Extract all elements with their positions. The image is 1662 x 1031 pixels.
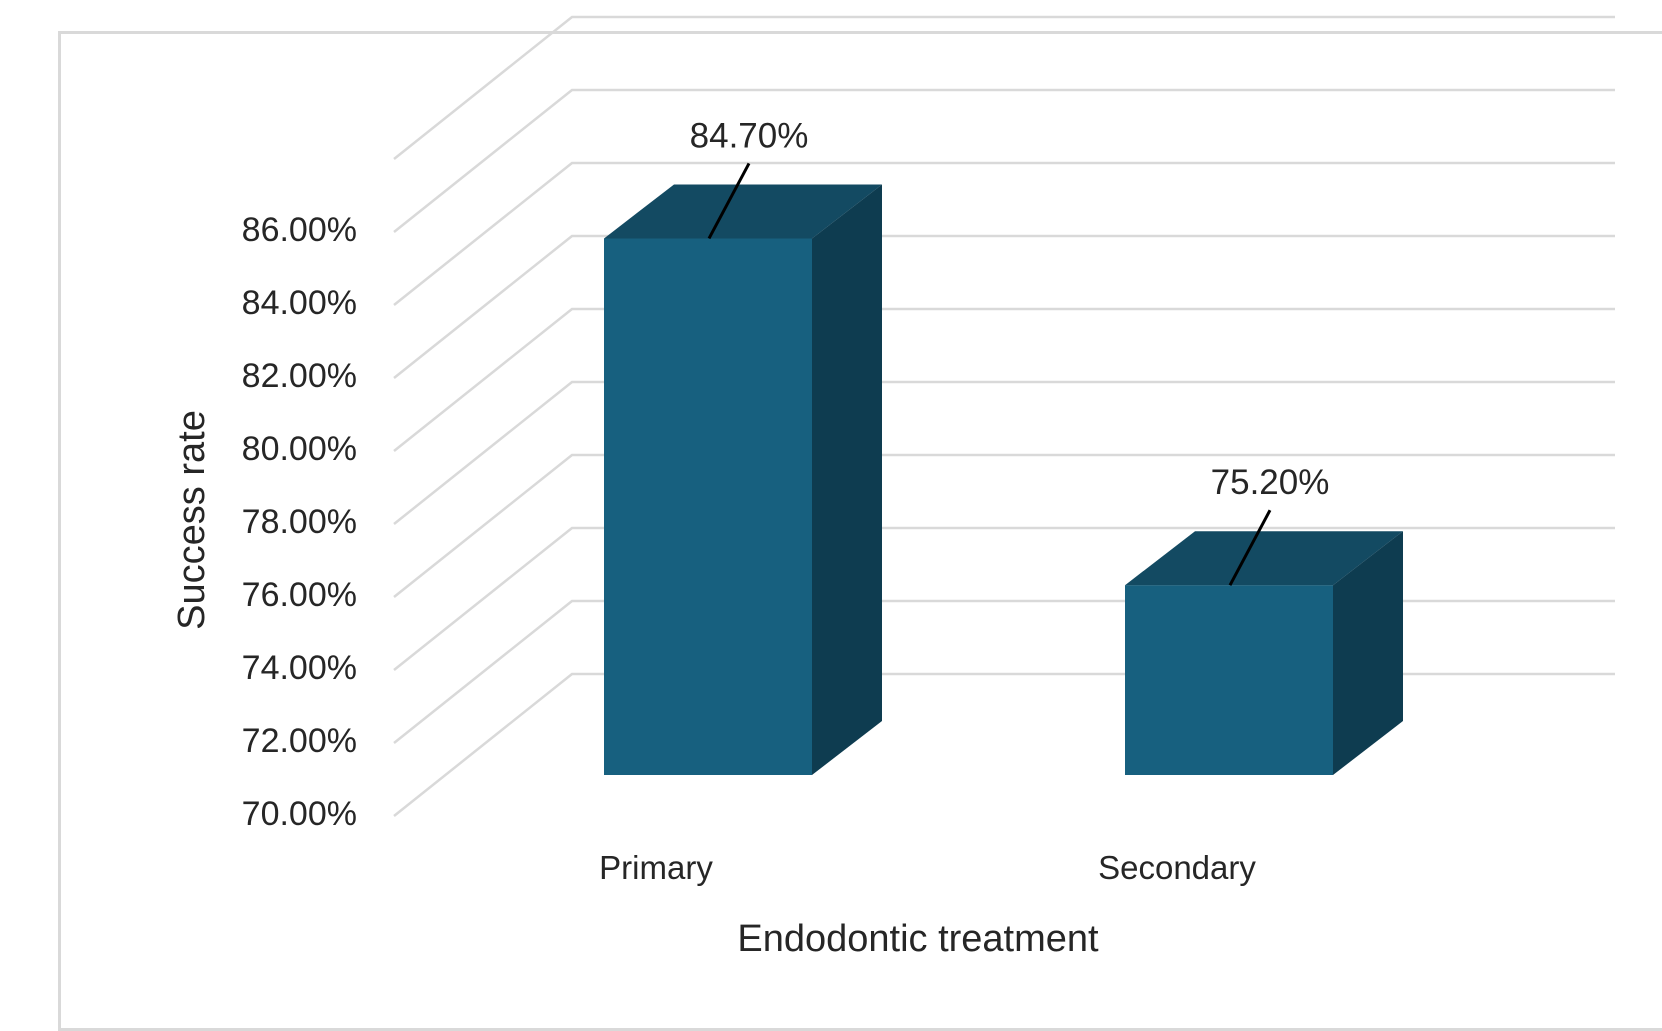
gridline [393,599,1615,744]
x-category-label: Secondary [1098,849,1256,886]
y-axis-ticks: 70.00% 72.00% 74.00% 76.00% 78.00% 80.00% 82.0… [242,211,357,833]
gridline [393,161,1615,306]
bar-primary [604,184,882,775]
x-category-label: Primary [599,849,713,886]
bar-top [604,184,882,239]
y-tick-label: 74.00% [242,649,357,687]
y-axis-title: Success rate [171,410,213,630]
gridline [393,15,1615,160]
y-tick-label: 82.00% [242,357,357,395]
data-label: 84.70% [690,116,809,155]
leader-line [707,162,751,240]
y-tick-label: 86.00% [242,211,357,249]
x-axis-title: Endodontic treatment [737,918,1099,960]
y-tick-label: 72.00% [242,722,357,760]
leader-line [1228,509,1272,586]
y-tick-label: 76.00% [242,576,357,614]
bar-side [812,184,882,775]
y-tick-label: 78.00% [242,503,357,541]
bar-chart: 70.00% 72.00% 74.00% 76.00% 78.00% 80.00% 82.0… [171,15,1615,960]
gridline [393,453,1615,598]
gridline [393,307,1615,452]
data-label: 75.20% [1211,463,1330,502]
gridline [393,88,1615,233]
bar-top [1125,531,1403,586]
bars [604,184,1403,775]
y-tick-label: 80.00% [242,430,357,468]
y-tick-label: 70.00% [242,795,357,833]
data-labels: 84.70% 75.20% [690,116,1330,586]
bar-secondary [1125,531,1403,775]
gridline [393,380,1615,525]
gridline [393,526,1615,671]
gridline [393,234,1615,379]
bar-side [1333,531,1403,775]
bar-front [1125,585,1333,775]
gridline [393,672,1615,817]
bar-front [604,238,812,775]
x-axis-categories: Primary Secondary [599,849,1256,886]
y-tick-label: 84.00% [242,284,357,322]
gridlines [393,15,1615,817]
